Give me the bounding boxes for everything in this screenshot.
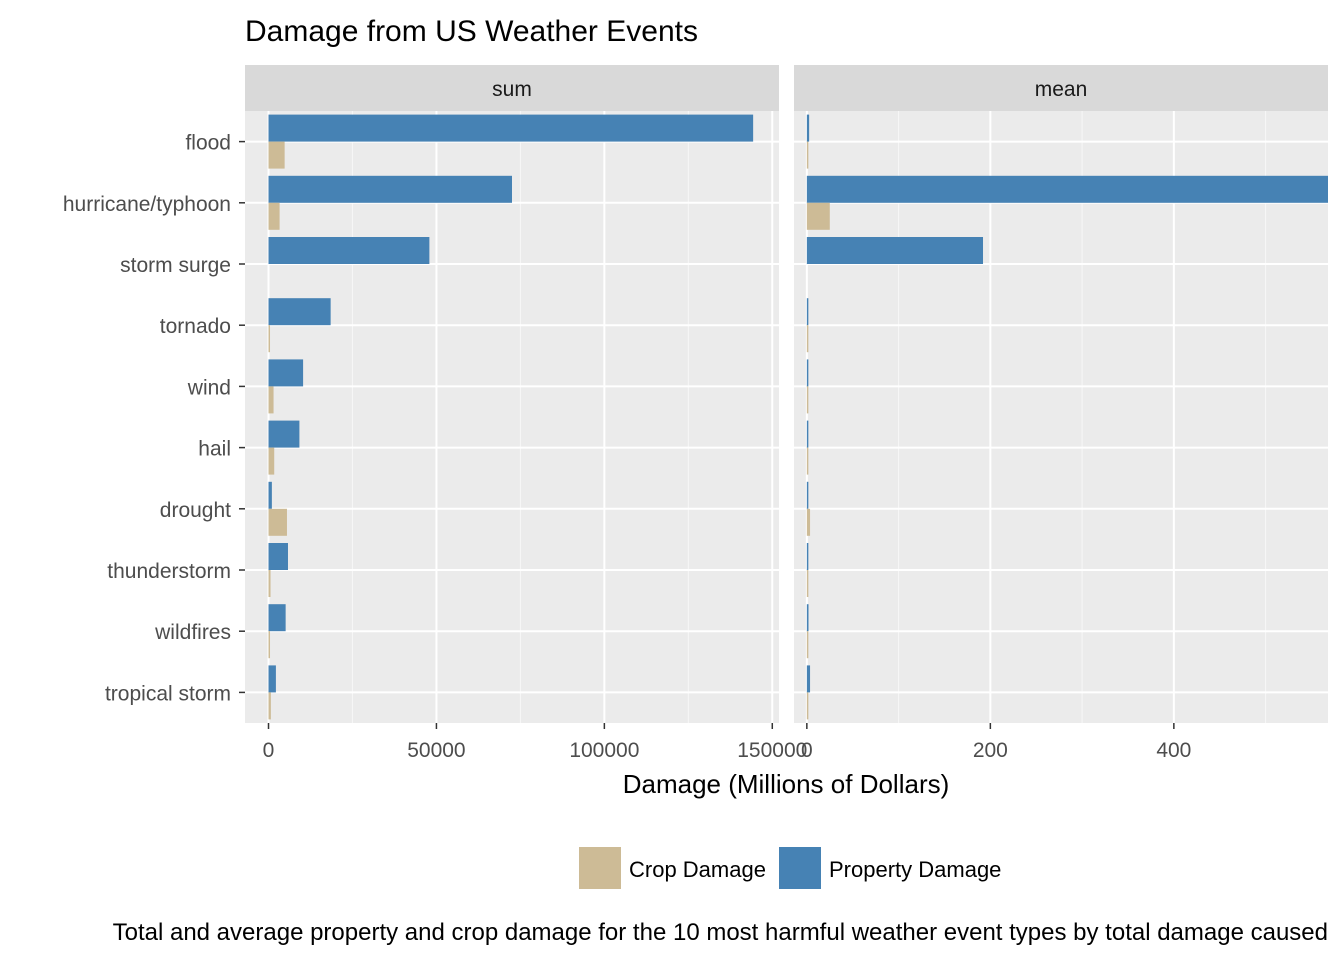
panel-background: [794, 111, 1328, 723]
bar-property-hurricane/typhoon: [268, 175, 512, 203]
bar-property-tornado: [806, 298, 809, 326]
chart-caption: Total and average property and crop dama…: [113, 919, 1328, 946]
bar-crop-wildfires: [806, 631, 809, 659]
bar-property-wildfires: [806, 604, 809, 632]
bar-property-tropical storm: [268, 665, 276, 693]
bar-crop-wind: [806, 386, 809, 414]
strip-mean: [794, 65, 1328, 111]
panel-background: [245, 111, 779, 723]
y-tick-label: tornado: [160, 315, 231, 338]
y-tick-label: flood: [185, 132, 231, 155]
legend-key-property: [779, 847, 821, 889]
legend-key-crop: [579, 847, 621, 889]
bar-crop-hail: [806, 447, 809, 475]
bar-property-wind: [268, 359, 304, 387]
bar-crop-thunderstorm: [268, 570, 271, 597]
bar-property-drought: [268, 481, 272, 509]
bar-property-wildfires: [268, 604, 286, 632]
x-tick-label: 100000: [569, 739, 639, 762]
y-tick-label: tropical storm: [105, 682, 231, 705]
y-tick-label: hail: [198, 438, 231, 461]
bar-property-hurricane/typhoon: [806, 175, 1328, 203]
bar-crop-flood: [806, 141, 809, 169]
legend-label: Crop Damage: [629, 857, 766, 882]
bar-crop-tropical storm: [268, 692, 271, 720]
y-tick-label: wildfires: [154, 621, 231, 644]
bar-property-hail: [806, 420, 809, 448]
bar-crop-thunderstorm: [806, 570, 809, 597]
bar-crop-tornado: [268, 325, 271, 353]
y-tick-label: drought: [160, 499, 231, 522]
y-tick-label: wind: [187, 376, 231, 399]
bar-property-flood: [806, 114, 810, 142]
strip-label: sum: [492, 78, 532, 101]
bar-property-thunderstorm: [806, 543, 809, 570]
x-tick-label: 0: [801, 739, 813, 762]
x-tick-label: 150000: [737, 739, 807, 762]
bar-crop-drought: [806, 508, 811, 536]
panel-mean: mean 0 200 400: [794, 65, 1328, 762]
bar-crop-hurricane/typhoon: [268, 202, 280, 230]
bar-property-thunderstorm: [268, 543, 288, 570]
bar-property-tropical storm: [806, 665, 811, 693]
bar-crop-wind: [268, 386, 274, 414]
bar-crop-hail: [268, 447, 275, 475]
x-tick-label: 200: [973, 739, 1008, 762]
x-tick-label: 0: [263, 739, 275, 762]
strip-sum: [245, 65, 779, 111]
bar-crop-hurricane/typhoon: [806, 202, 830, 230]
strip-label: mean: [1035, 78, 1088, 101]
bar-crop-wildfires: [268, 631, 271, 659]
bar-property-storm surge: [806, 237, 984, 264]
bar-crop-tornado: [806, 325, 809, 353]
panels-group: sum 0 50000 100000 150000 mean 0 200 400: [245, 65, 1328, 762]
x-tick-label: 400: [1156, 739, 1191, 762]
panel-sum: sum 0 50000 100000 150000: [245, 65, 807, 762]
bar-property-hail: [268, 420, 300, 448]
x-axis-label: Damage (Millions of Dollars): [623, 769, 950, 799]
legend-label: Property Damage: [829, 857, 1001, 882]
y-tick-label: hurricane/typhoon: [63, 193, 231, 216]
bar-property-tornado: [268, 298, 331, 326]
y-tick-label: thunderstorm: [107, 560, 231, 583]
bar-crop-flood: [268, 141, 285, 169]
bar-property-wind: [806, 359, 809, 387]
y-axis-labels: flood hurricane/typhoon storm surge tornado…: [63, 132, 245, 705]
bar-property-drought: [806, 481, 809, 509]
bar-property-flood: [268, 114, 754, 142]
chart-title: Damage from US Weather Events: [245, 15, 698, 48]
legend: Crop Damage Property Damage: [579, 847, 1001, 889]
y-tick-label: storm surge: [120, 254, 231, 277]
bar-crop-tropical storm: [806, 692, 809, 720]
bar-property-storm surge: [268, 237, 430, 264]
bar-crop-drought: [268, 508, 287, 536]
x-tick-label: 50000: [407, 739, 465, 762]
